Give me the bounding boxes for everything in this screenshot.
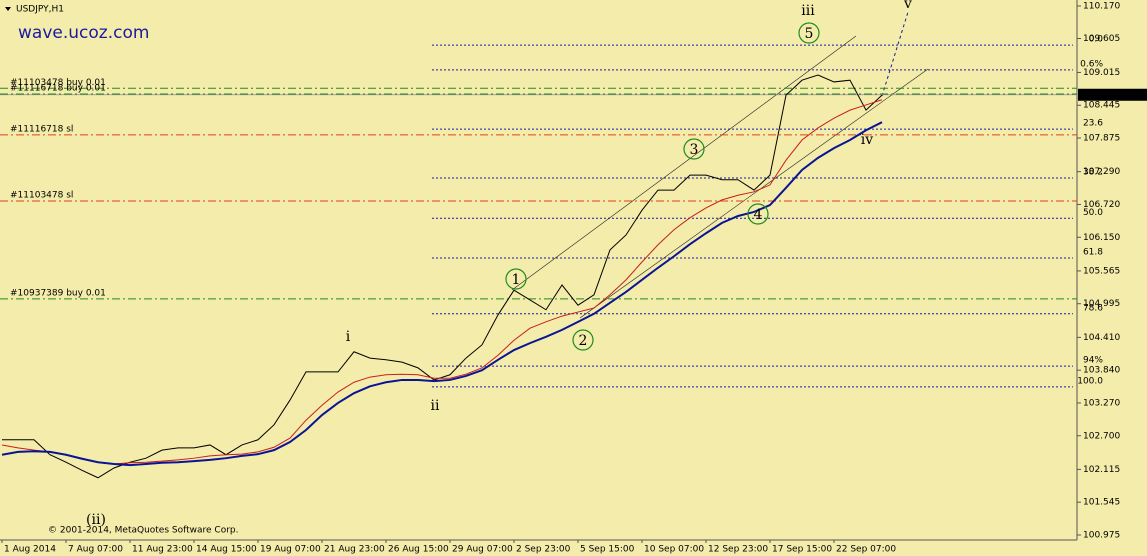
wave-label: 4 [754, 207, 763, 223]
wave-label: iv [861, 132, 873, 148]
fib-label: 94% [1083, 356, 1103, 366]
watermark: wave.ucoz.com [18, 23, 149, 43]
wave-label: iii [801, 3, 815, 19]
fib-label: 0.6% [1080, 59, 1103, 69]
y-tick-label: 107.875 [1083, 134, 1120, 144]
x-tick-label: 1 Aug 2014 [4, 545, 56, 555]
x-tick-label: 17 Sep 15:00 [772, 545, 832, 555]
y-tick-label: 100.975 [1083, 530, 1120, 540]
y-tick-label: 102.700 [1083, 431, 1120, 441]
wave-circle [572, 329, 594, 351]
x-tick-label: 11 Aug 23:00 [132, 545, 193, 555]
order-label: #11103478 buy 0.01 [10, 78, 106, 88]
y-tick-label: 103.840 [1083, 366, 1120, 376]
x-tick-label: 14 Aug 15:00 [196, 545, 257, 555]
y-tick-label: 103.270 [1083, 398, 1120, 408]
x-tick-label: 21 Aug 23:00 [324, 545, 385, 555]
wave-circle [747, 203, 769, 225]
moving-average [1, 99, 883, 465]
x-tick-label: 26 Aug 15:00 [388, 545, 449, 555]
order-label: #10937389 buy 0.01 [10, 288, 106, 298]
wave-label: ii [431, 398, 440, 414]
wave-label: v [903, 0, 912, 12]
fib-label: 23.6 [1083, 119, 1103, 129]
y-tick-label: 104.995 [1083, 299, 1120, 309]
x-tick-label: 7 Aug 07:00 [68, 545, 123, 555]
y-tick-label: 109.015 [1083, 68, 1120, 78]
wave-circle [683, 138, 705, 160]
y-tick-label: 105.565 [1083, 266, 1120, 276]
wave-circle [505, 268, 527, 290]
chart-title: USDJPY,H1 [16, 5, 64, 15]
moving-average [1, 121, 883, 467]
x-tick-label: 12 Sep 23:00 [708, 545, 768, 555]
y-tick-label: 109.605 [1083, 34, 1120, 44]
price-box [1078, 88, 1147, 101]
y-tick-label: 107.290 [1083, 167, 1120, 177]
order-label: #11116718 buy 0.01 [10, 84, 106, 94]
fib-label: 61.8 [1083, 247, 1103, 257]
wave-label: 2 [579, 333, 588, 349]
y-tick-label: 106.150 [1083, 233, 1120, 243]
wave-label: i [346, 329, 351, 345]
x-tick-label: 2 Sep 23:00 [516, 545, 571, 555]
order-label: #11103478 sl [10, 191, 73, 201]
wave-label: 5 [805, 26, 814, 42]
fib-label: 0.0 [1089, 35, 1104, 45]
x-tick-label: 29 Aug 07:00 [452, 545, 513, 555]
copyright: © 2001-2014, MetaQuotes Software Corp. [48, 526, 239, 536]
projection-line [881, 11, 909, 97]
y-tick-label: 108.445 [1083, 101, 1120, 111]
y-tick-label: 106.720 [1083, 200, 1120, 210]
y-tick-label: 110.170 [1083, 1, 1120, 11]
x-tick-label: 22 Sep 07:00 [836, 545, 896, 555]
y-tick-label: 101.545 [1083, 498, 1120, 508]
wave-label: (ii) [86, 512, 106, 528]
wave-circle [798, 22, 820, 44]
x-tick-label: 19 Aug 07:00 [260, 545, 321, 555]
wave-label: 1 [512, 272, 521, 288]
fib-label: 50.0 [1083, 208, 1103, 218]
channel-line [579, 68, 929, 319]
x-tick-label: 5 Sep 15:00 [580, 545, 635, 555]
y-tick-label: 104.410 [1083, 333, 1120, 343]
y-tick-label: 102.115 [1083, 465, 1120, 475]
menu-arrow [5, 7, 11, 11]
plot-area [511, 11, 929, 319]
x-tick-label: 10 Sep 07:00 [644, 545, 704, 555]
fib-label: 78.6 [1083, 303, 1103, 313]
fib-label: 100.0 [1077, 376, 1103, 386]
price-label: 108.627 [1083, 90, 1120, 100]
channel-line [511, 35, 857, 291]
wave-label: 3 [690, 142, 699, 158]
fib-label: 38.2 [1083, 168, 1103, 178]
price-line [2, 74, 883, 479]
order-label: #11116718 sl [10, 124, 73, 134]
